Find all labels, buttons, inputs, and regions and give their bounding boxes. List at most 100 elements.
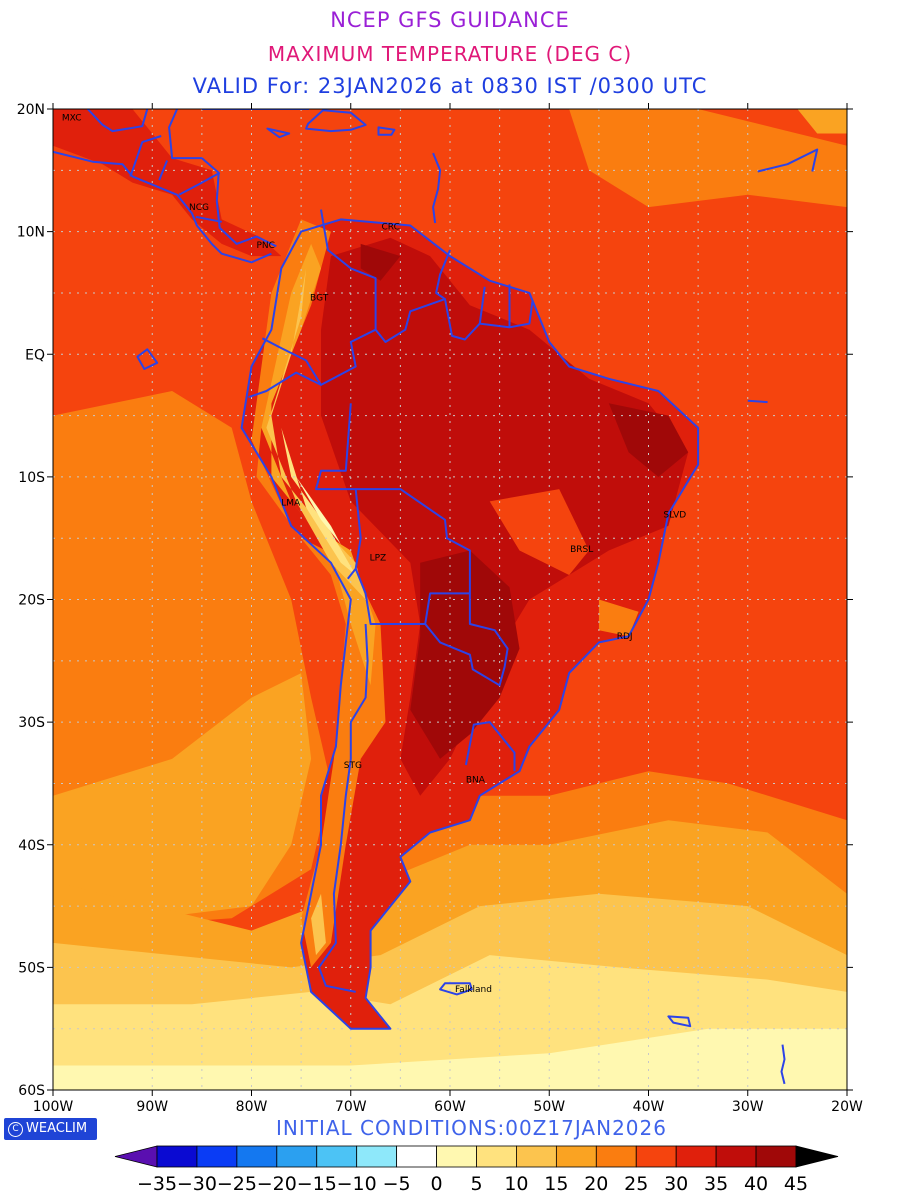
colorbar-label: 30 (664, 1173, 688, 1195)
city-label: NCG (189, 203, 209, 213)
lon-label: 70W (335, 1099, 367, 1115)
city-labels: MXC NCG CRC PNC BGT LMA LPZ BRSL SLVD RDJ STG BNA Fa… (62, 113, 686, 995)
coastline-falklands (439, 982, 473, 996)
city-label: BNA (466, 776, 486, 786)
city-label: BGT (310, 294, 329, 304)
coastline-puerto-rico (377, 126, 396, 136)
latitude-labels: 20N 10N EQ 10S 20S 30S 40S 50S 60S (17, 102, 45, 1099)
city-label: Falkland (455, 985, 492, 995)
colorbar-label: 0 (431, 1173, 443, 1195)
colorbar-swatch (555, 1145, 597, 1168)
lon-label: 30W (732, 1099, 764, 1115)
logo-label: WEACLIM (26, 1121, 88, 1136)
colorbar-label: −35 (137, 1173, 177, 1195)
field-inland-10 (296, 476, 341, 545)
city-label: RDJ (617, 632, 633, 642)
city-label: MXC (62, 113, 82, 123)
border-11 (195, 215, 222, 223)
colorbar-swatch (516, 1145, 557, 1168)
field-band-3 (53, 673, 312, 931)
field-central-america (53, 109, 282, 257)
lat-label: 40S (18, 838, 45, 854)
longitude-labels: 100W 90W 80W 70W 60W 50W 40W 30W 20W (33, 1099, 863, 1115)
lat-label: 50S (18, 960, 45, 976)
lat-label: 20S (18, 593, 45, 609)
coastline-sandwich-islands (780, 1044, 786, 1085)
coastline-central-america-caribbean (168, 109, 277, 248)
colorbar-label: 15 (544, 1173, 568, 1195)
border-7 (435, 249, 534, 341)
color-legend: −35 −30 −25 −20 −15 −10 −5 0 5 10 15 20 25 30 35 40 45 (114, 1145, 839, 1195)
coastline-hispaniola (305, 109, 367, 133)
border-3 (354, 488, 471, 625)
colorbar-label: −10 (337, 1173, 377, 1195)
coastline-gulf-mexico (86, 109, 149, 133)
colorbar-label: −5 (383, 1173, 411, 1195)
colorbar-label: 10 (504, 1173, 528, 1195)
coastline-fernando (747, 399, 768, 404)
lat-label: 30S (18, 715, 45, 731)
colorbar-swatch (476, 1145, 517, 1168)
coastline-cape-verde (757, 148, 819, 173)
colorbar-label: −30 (177, 1173, 217, 1195)
lat-label: EQ (25, 347, 45, 363)
graticule (53, 109, 847, 1090)
colorbar-label: −25 (217, 1173, 257, 1195)
lon-label: 80W (236, 1099, 268, 1115)
lon-label: 60W (434, 1099, 466, 1115)
colorbar-label: 5 (470, 1173, 482, 1195)
coastline-galapagos (136, 348, 159, 370)
lon-label: 100W (33, 1099, 74, 1115)
copyright-icon: C (8, 1122, 23, 1137)
colorbar-swatch (196, 1145, 238, 1168)
lon-label: 50W (533, 1099, 565, 1115)
colorbar-low-arrow (114, 1145, 158, 1168)
lon-label: 90W (136, 1099, 168, 1115)
city-label: SLVD (663, 511, 686, 521)
city-label: LPZ (370, 554, 387, 564)
lat-label: 10S (18, 470, 45, 486)
field-inland-3 (608, 403, 689, 477)
lat-label: 60S (18, 1083, 45, 1099)
border-0 (261, 209, 377, 386)
border-8 (374, 298, 446, 343)
border-9 (478, 286, 486, 324)
border-2 (315, 403, 362, 580)
border-12 (178, 171, 221, 196)
field-inland-8 (266, 268, 366, 600)
field-inland-5 (598, 599, 639, 637)
border-14 (129, 135, 162, 177)
title-valid-time: VALID For: 23JAN2026 at 0830 IST /0300 U… (192, 74, 708, 98)
colorbar-swatch (236, 1145, 278, 1168)
colorbar-swatch (156, 1145, 198, 1168)
title-variable: MAXIMUM TEMPERATURE (DEG C) (267, 42, 633, 66)
field-inland-4 (489, 489, 589, 575)
field-inland-1 (410, 550, 520, 759)
initial-conditions: INITIAL CONDITIONS:00Z17JAN2026 (276, 1116, 667, 1140)
colorbar-swatch (436, 1145, 477, 1168)
colorbar-label: 25 (624, 1173, 648, 1195)
coastline-lesser-antilles (432, 152, 442, 224)
colorbar-swatch (276, 1145, 318, 1168)
border-4 (424, 593, 509, 687)
field-inland-2 (360, 243, 401, 281)
lat-label: 20N (17, 102, 45, 118)
coastline-jamaica (266, 127, 291, 139)
colorbar-high-arrow (795, 1145, 839, 1168)
lat-label: 10N (17, 225, 45, 241)
colorbar-label: −20 (257, 1173, 297, 1195)
colorbar-label: 40 (744, 1173, 768, 1195)
city-label: BRSL (570, 545, 593, 555)
colorbar-swatch (675, 1145, 717, 1168)
border-5 (318, 623, 369, 993)
border-1 (248, 371, 322, 399)
colorbar-swatch (595, 1145, 637, 1168)
city-label: LMA (281, 498, 301, 508)
border-6 (464, 721, 516, 772)
colorbar-swatch (635, 1145, 677, 1168)
field-inland-11 (311, 893, 326, 956)
city-label: PNC (256, 241, 274, 251)
lon-label: 20W (831, 1099, 863, 1115)
weaclim-logo: C WEACLIM (4, 1118, 97, 1140)
